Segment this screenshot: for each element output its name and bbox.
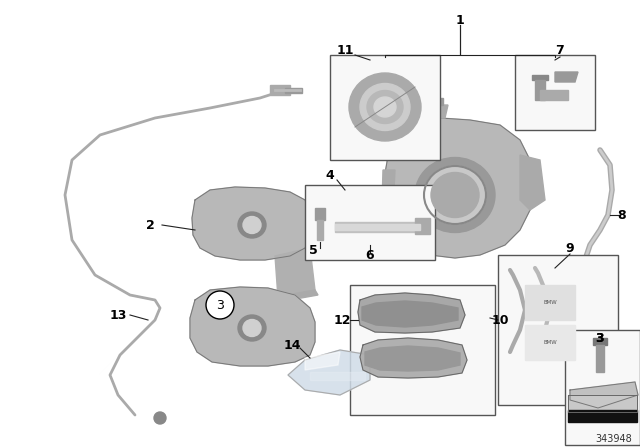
Text: 3: 3 — [596, 332, 604, 345]
Text: 11: 11 — [336, 43, 354, 56]
Text: 4: 4 — [326, 168, 334, 181]
Ellipse shape — [243, 216, 261, 233]
Polygon shape — [430, 105, 448, 118]
Bar — [330, 55, 440, 160]
Polygon shape — [432, 98, 443, 105]
Text: 2: 2 — [146, 219, 154, 232]
Polygon shape — [315, 208, 325, 220]
Polygon shape — [305, 352, 340, 370]
Text: 8: 8 — [618, 208, 627, 221]
Text: BMW: BMW — [543, 300, 557, 305]
Text: 1: 1 — [456, 13, 465, 26]
Polygon shape — [335, 224, 420, 230]
Polygon shape — [360, 338, 467, 378]
Polygon shape — [382, 170, 395, 210]
Text: 9: 9 — [566, 241, 574, 254]
Text: 10: 10 — [492, 314, 509, 327]
Polygon shape — [190, 287, 315, 366]
Text: 343948: 343948 — [595, 434, 632, 444]
Polygon shape — [555, 72, 578, 82]
Polygon shape — [570, 382, 638, 408]
Text: 6: 6 — [365, 249, 374, 262]
Polygon shape — [270, 290, 318, 303]
Polygon shape — [525, 285, 575, 320]
Text: 13: 13 — [109, 309, 127, 322]
Polygon shape — [535, 80, 545, 100]
Text: 12: 12 — [333, 314, 351, 327]
Polygon shape — [568, 410, 637, 422]
Polygon shape — [358, 293, 465, 333]
Text: 14: 14 — [284, 339, 301, 352]
Ellipse shape — [367, 90, 403, 124]
Polygon shape — [275, 248, 315, 298]
Polygon shape — [415, 218, 430, 234]
Polygon shape — [335, 222, 420, 232]
Polygon shape — [285, 88, 302, 93]
Polygon shape — [593, 338, 607, 345]
Ellipse shape — [431, 172, 479, 217]
Bar — [515, 55, 595, 130]
Bar — [305, 185, 435, 260]
Bar — [498, 255, 618, 405]
Polygon shape — [192, 187, 310, 260]
Ellipse shape — [238, 315, 266, 341]
Polygon shape — [365, 346, 460, 371]
Polygon shape — [317, 220, 323, 240]
Polygon shape — [532, 75, 548, 80]
Ellipse shape — [374, 97, 396, 117]
Circle shape — [154, 412, 166, 424]
Bar — [350, 285, 495, 415]
Text: 3: 3 — [596, 332, 604, 345]
Text: 7: 7 — [556, 43, 564, 56]
Polygon shape — [288, 350, 370, 395]
Polygon shape — [383, 118, 535, 258]
Bar — [565, 330, 640, 445]
Ellipse shape — [349, 73, 421, 141]
Text: BMW: BMW — [543, 340, 557, 345]
Polygon shape — [362, 301, 458, 327]
Ellipse shape — [424, 166, 486, 224]
Ellipse shape — [238, 212, 266, 238]
Polygon shape — [540, 90, 568, 100]
Polygon shape — [525, 325, 575, 360]
Text: 5: 5 — [308, 244, 317, 257]
Ellipse shape — [415, 158, 495, 233]
Polygon shape — [520, 155, 545, 210]
Ellipse shape — [360, 83, 410, 130]
Circle shape — [206, 291, 234, 319]
Polygon shape — [568, 395, 637, 412]
Polygon shape — [270, 85, 290, 95]
Ellipse shape — [243, 319, 261, 336]
Polygon shape — [310, 372, 365, 380]
Polygon shape — [596, 345, 604, 372]
Text: 3: 3 — [216, 298, 224, 311]
